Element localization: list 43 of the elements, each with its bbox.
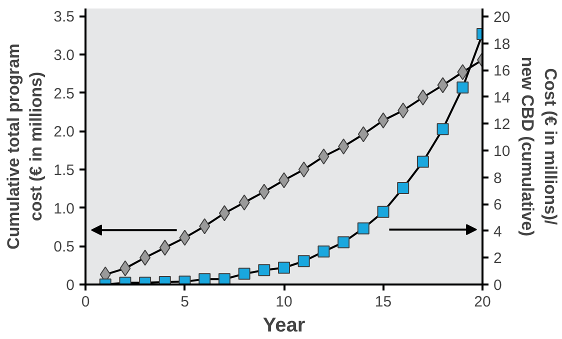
y-axis-title: Cumulative total program cost (€ in millions)	[4, 44, 46, 250]
point	[397, 182, 410, 194]
point	[298, 162, 310, 178]
x-tick-label: 10	[276, 294, 292, 310]
point	[456, 82, 469, 94]
y-tick-label: 1.5	[54, 162, 75, 179]
y2-tick-label: 18	[494, 36, 510, 53]
x-tick-label: 0	[81, 294, 90, 310]
y2-tick-label: 8	[494, 170, 502, 187]
point	[198, 273, 211, 284]
point	[238, 268, 250, 280]
point	[278, 262, 290, 274]
point	[338, 138, 350, 154]
point	[298, 255, 310, 268]
point	[436, 123, 449, 136]
x-tick-label: 15	[374, 294, 392, 310]
y2-tick-label: 0	[494, 277, 502, 294]
y2-tick-label: 2	[494, 250, 502, 268]
point	[318, 246, 330, 258]
y-tick-label: 0	[66, 277, 74, 294]
y2-axis-title: Cost (€ in millions)/ new CBD (cumulative)	[518, 56, 560, 236]
y2-tick-label: 16	[494, 62, 510, 80]
y2-tick-label: 6	[494, 196, 502, 214]
y2-tick-label: 12	[494, 116, 510, 134]
point	[338, 236, 350, 248]
x-tick-label: 20	[474, 294, 491, 310]
y2-tick-label: 10	[494, 143, 510, 160]
y-tick-label: 3.5	[54, 8, 75, 26]
y-tick-label: 1.0	[54, 200, 75, 218]
y-tick-label: 0.5	[54, 238, 75, 256]
point	[218, 273, 230, 284]
point	[416, 156, 429, 168]
y2-tick-label: 14	[494, 89, 510, 106]
point	[377, 206, 390, 218]
y-tick-label: 3.0	[54, 47, 75, 64]
y-tick-label: 2.0	[54, 124, 75, 141]
y-tick-label: 2.5	[54, 85, 75, 102]
x-axis-title: Year	[262, 314, 306, 336]
point	[258, 264, 270, 276]
y2-tick-label: 4	[494, 223, 502, 240]
point	[357, 222, 370, 234]
x-tick-label: 5	[180, 294, 189, 310]
y2-tick-label: 20	[494, 9, 510, 26]
